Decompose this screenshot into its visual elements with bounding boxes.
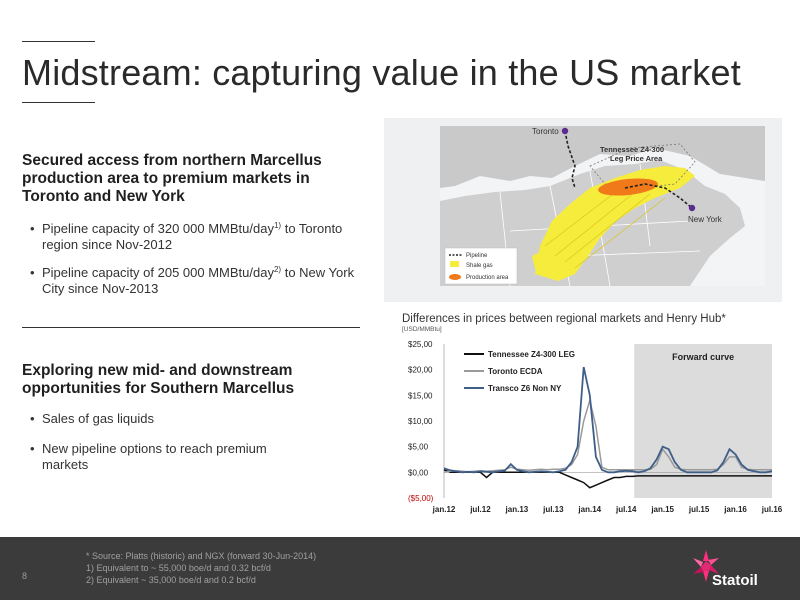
bullet-text: New pipeline options to reach premium ma… [42, 441, 267, 472]
bullet-item: • New pipeline options to reach premium m… [30, 441, 302, 473]
page-title: Midstream: capturing value in the US mar… [22, 52, 741, 93]
bullet-tail: to New York City since Nov-2013 [42, 265, 355, 296]
section1-bullets: • Pipeline capacity of 320 000 MMBtu/day1… [30, 221, 360, 309]
legend-production-label: Production area [466, 275, 509, 281]
newyork-marker [688, 204, 696, 212]
y-tick-label: $0,00 [408, 468, 429, 477]
section-divider [22, 327, 360, 328]
bullet-dot: • [30, 221, 35, 236]
x-tick-label: jan.15 [650, 505, 674, 514]
series-line-3 [443, 366, 773, 474]
x-tick-label: jan.14 [577, 505, 601, 514]
map-land-north [440, 126, 765, 188]
bullet-text: Pipeline capacity of 205 000 MMBtu/day [42, 265, 274, 280]
footer-bar [0, 537, 800, 600]
legend-label: Tennessee Z4-300 LEG [488, 350, 575, 359]
statoil-star-icon [693, 550, 719, 582]
x-tick-label: jul.14 [615, 505, 637, 514]
bullet-item: • Pipeline capacity of 320 000 MMBtu/day1… [30, 221, 360, 253]
production-area [598, 178, 658, 196]
price-difference-chart: Forward curve $25,00 $20,00 $15,00 $10,00 $5,… [408, 340, 782, 514]
x-tick-label: jan.13 [505, 505, 529, 514]
y-tick-label: ($5,00) [408, 494, 434, 503]
chart-unit: [USD/MMBtu] [402, 326, 442, 333]
series-line-1 [443, 469, 772, 489]
newyork-label: New York [688, 215, 723, 224]
bullet-item: • Sales of gas liquids [30, 411, 360, 427]
price-area-label-line2: Leg Price Area [610, 154, 663, 163]
x-tick-label: jul.16 [761, 505, 782, 514]
pipeline-newyork [624, 183, 693, 209]
legend-shale-label: Shale gas [466, 263, 493, 269]
forward-curve-shade [634, 344, 772, 498]
y-tick-label: $5,00 [408, 443, 429, 452]
toronto-label: Toronto [532, 127, 559, 136]
footnote-line: 1) Equivalent to ~ 55,000 boe/d and 0.32… [86, 563, 271, 573]
statoil-logo-icon [693, 550, 719, 582]
legend-production-swatch [449, 274, 461, 280]
bullet-dot: • [30, 411, 35, 426]
bullet-text: Pipeline capacity of 320 000 MMBtu/day [42, 221, 274, 236]
x-tick-label: jul.13 [542, 505, 564, 514]
title-rule-top [22, 41, 95, 42]
bullet-item: • Pipeline capacity of 205 000 MMBtu/day2… [30, 265, 360, 297]
footnote-line: * Source: Platts (historic) and NGX (for… [86, 551, 317, 561]
section2-heading: Exploring new mid- and downstream opport… [22, 362, 295, 397]
legend-pipeline-label: Pipeline [466, 253, 488, 259]
footnote-ref: 2) [273, 265, 282, 274]
footnote-line: 2) Equivalent ~ 35,000 boe/d and 0.2 bcf… [86, 575, 256, 585]
toronto-marker [561, 127, 569, 135]
legend-label: Transco Z6 Non NY [488, 384, 562, 393]
section2-bullets: • Sales of gas liquids • New pipeline opti… [30, 411, 360, 485]
price-area-outline [589, 143, 696, 189]
bullet-dot: • [30, 441, 35, 456]
chart-title: Differences in prices between regional m… [402, 313, 726, 325]
bullet-tail: to Toronto region since Nov-2012 [42, 221, 343, 252]
bullet-dot: • [30, 265, 35, 280]
shale-gas-patch [532, 250, 548, 272]
x-tick-label: jul.12 [469, 505, 491, 514]
section1-heading: Secured access from northern Marcellus p… [22, 152, 322, 205]
shale-gas-area [535, 166, 695, 281]
legend-label: Toronto ECDA [488, 367, 543, 376]
title-rule-bottom [22, 102, 95, 103]
page-number: 8 [22, 571, 28, 581]
marcellus-map: Toronto New York Tennessee Z4-300 Leg Pr… [440, 126, 765, 286]
pipeline-toronto [564, 130, 576, 189]
y-tick-label: $10,00 [408, 417, 433, 426]
y-tick-label: $20,00 [408, 366, 433, 375]
x-tick-label: jan.16 [723, 505, 747, 514]
y-tick-label: $15,00 [408, 391, 433, 400]
footnote-ref: 1) [273, 221, 282, 230]
bullet-text: Sales of gas liquids [42, 411, 155, 426]
logo-text: Statoil [712, 572, 758, 589]
x-tick-label: jan.12 [432, 505, 456, 514]
x-tick-label: jul.15 [688, 505, 710, 514]
y-tick-label: $25,00 [408, 340, 433, 349]
forward-curve-label: Forward curve [672, 352, 734, 362]
legend-shale-swatch [450, 261, 459, 267]
footnotes: * Source: Platts (historic) and NGX (for… [86, 550, 316, 586]
price-area-label-line1: Tennessee Z4-300 [600, 145, 664, 154]
